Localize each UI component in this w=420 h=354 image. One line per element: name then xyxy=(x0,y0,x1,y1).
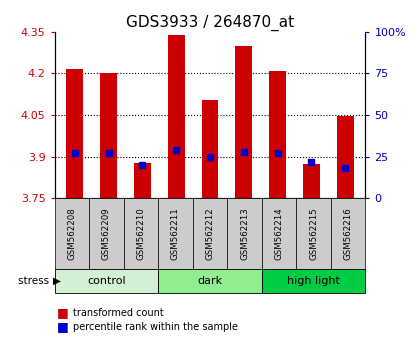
Bar xyxy=(66,69,83,198)
Bar xyxy=(168,35,185,198)
Bar xyxy=(202,100,218,198)
Text: high light: high light xyxy=(287,276,340,286)
Text: ▶: ▶ xyxy=(52,276,60,286)
Text: GSM562215: GSM562215 xyxy=(309,207,318,260)
Text: percentile rank within the sample: percentile rank within the sample xyxy=(73,322,238,332)
Text: GSM562211: GSM562211 xyxy=(171,207,180,260)
Text: ■: ■ xyxy=(57,320,68,333)
Text: dark: dark xyxy=(197,276,223,286)
Text: GSM562216: GSM562216 xyxy=(344,207,353,260)
Text: GSM562210: GSM562210 xyxy=(136,207,145,260)
Bar xyxy=(134,163,151,198)
Title: GDS3933 / 264870_at: GDS3933 / 264870_at xyxy=(126,14,294,30)
Text: GSM562214: GSM562214 xyxy=(275,207,284,260)
Bar xyxy=(303,164,320,198)
Text: GSM562209: GSM562209 xyxy=(102,207,111,260)
Text: GSM562213: GSM562213 xyxy=(240,207,249,260)
Bar xyxy=(269,71,286,198)
Text: GSM562212: GSM562212 xyxy=(205,207,215,260)
Bar xyxy=(337,116,354,198)
Bar xyxy=(100,73,117,198)
Text: control: control xyxy=(87,276,126,286)
Text: stress: stress xyxy=(18,276,52,286)
Text: GSM562208: GSM562208 xyxy=(67,207,76,260)
Bar xyxy=(235,46,252,198)
Text: ■: ■ xyxy=(57,306,68,319)
Text: transformed count: transformed count xyxy=(73,308,163,318)
